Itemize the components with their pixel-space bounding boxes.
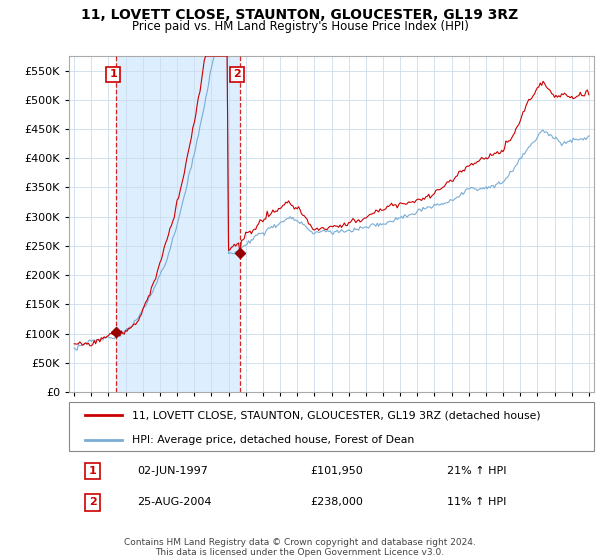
- Text: 25-AUG-2004: 25-AUG-2004: [137, 497, 212, 507]
- FancyBboxPatch shape: [69, 402, 594, 451]
- Text: HPI: Average price, detached house, Forest of Dean: HPI: Average price, detached house, Fore…: [132, 435, 414, 445]
- Text: 2: 2: [89, 497, 97, 507]
- Text: 2: 2: [233, 69, 241, 80]
- Text: 1: 1: [89, 466, 97, 476]
- Text: 11, LOVETT CLOSE, STAUNTON, GLOUCESTER, GL19 3RZ: 11, LOVETT CLOSE, STAUNTON, GLOUCESTER, …: [82, 8, 518, 22]
- Text: 21% ↑ HPI: 21% ↑ HPI: [447, 466, 506, 476]
- Text: Contains HM Land Registry data © Crown copyright and database right 2024.
This d: Contains HM Land Registry data © Crown c…: [124, 538, 476, 557]
- Text: 11% ↑ HPI: 11% ↑ HPI: [447, 497, 506, 507]
- Text: 1: 1: [109, 69, 117, 80]
- Text: Price paid vs. HM Land Registry's House Price Index (HPI): Price paid vs. HM Land Registry's House …: [131, 20, 469, 32]
- Text: 02-JUN-1997: 02-JUN-1997: [137, 466, 208, 476]
- Text: 11, LOVETT CLOSE, STAUNTON, GLOUCESTER, GL19 3RZ (detached house): 11, LOVETT CLOSE, STAUNTON, GLOUCESTER, …: [132, 410, 541, 421]
- Text: £238,000: £238,000: [311, 497, 364, 507]
- Text: £101,950: £101,950: [311, 466, 363, 476]
- Bar: [116, 56, 240, 392]
